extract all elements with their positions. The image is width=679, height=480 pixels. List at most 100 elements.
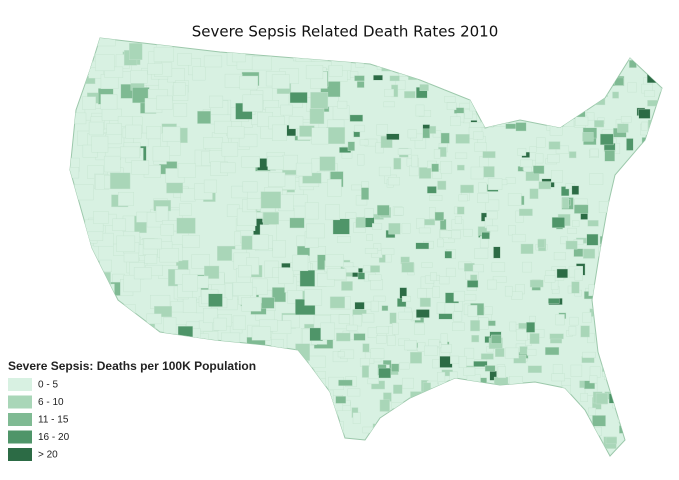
county [654,237,662,249]
map-title: Severe Sepsis Related Death Rates 2010 [192,23,499,41]
county [299,366,312,381]
county [592,415,606,427]
county [402,377,414,389]
county [445,417,453,428]
county [291,401,308,416]
county [162,348,180,360]
county [586,233,599,246]
county [367,327,378,338]
county [309,108,325,125]
county [609,259,618,266]
county [583,76,593,89]
county [230,394,247,408]
county [491,40,499,49]
county [568,151,577,159]
legend-swatch [8,430,32,444]
county [437,180,447,190]
county [361,181,369,188]
county [251,56,272,71]
county [274,362,294,378]
county [582,457,594,465]
county [537,432,546,445]
county [336,332,351,342]
county [295,162,313,177]
county [106,123,122,136]
county [160,407,177,420]
county [567,414,577,426]
county [534,39,541,52]
county [531,434,542,442]
county [357,154,365,166]
county [364,208,374,218]
county [84,309,97,323]
county [617,368,629,375]
county [120,146,140,159]
county [626,138,634,151]
county [644,90,656,97]
county [274,453,292,456]
county [342,454,353,456]
county [664,259,675,269]
county [589,375,598,384]
county [531,45,542,57]
county [487,279,497,290]
county [584,95,594,102]
county [498,66,512,74]
county [431,406,444,414]
county [354,301,365,310]
county [547,79,559,91]
county [130,382,147,396]
county [600,273,612,286]
county [324,433,341,448]
county [542,422,550,436]
county [337,236,351,243]
legend: 0 - 5 6 - 10 11 - 15 16 - 20 > 20 [8,378,70,461]
county [642,375,654,384]
county [499,419,510,431]
county [636,56,644,65]
county [446,426,461,434]
county [95,282,110,300]
county [122,456,139,466]
county [632,226,642,235]
county [582,72,590,83]
county [575,432,588,444]
county [150,448,169,456]
county [555,145,570,154]
county [611,325,626,336]
county [556,268,568,279]
county [196,372,212,385]
county [74,427,94,440]
county [574,198,588,205]
county [370,348,385,359]
county [580,421,591,429]
legend-label: > 20 [38,450,58,461]
county [278,267,294,284]
county [440,132,450,144]
county [458,356,467,369]
county [338,379,353,386]
county [410,351,422,364]
county [256,442,277,456]
county [451,450,461,456]
county [427,73,438,84]
county [347,388,361,397]
county [296,453,313,456]
county [558,90,572,98]
county [628,372,641,379]
county [551,373,565,382]
county [96,38,116,47]
county [230,449,249,456]
county [444,250,453,259]
county [457,206,465,215]
county [428,339,440,347]
county [285,396,302,414]
county [529,315,536,323]
county [597,53,607,60]
county [359,358,370,367]
county [241,156,260,168]
county [616,321,629,332]
county [446,102,457,110]
county [529,279,544,288]
county [571,107,586,118]
